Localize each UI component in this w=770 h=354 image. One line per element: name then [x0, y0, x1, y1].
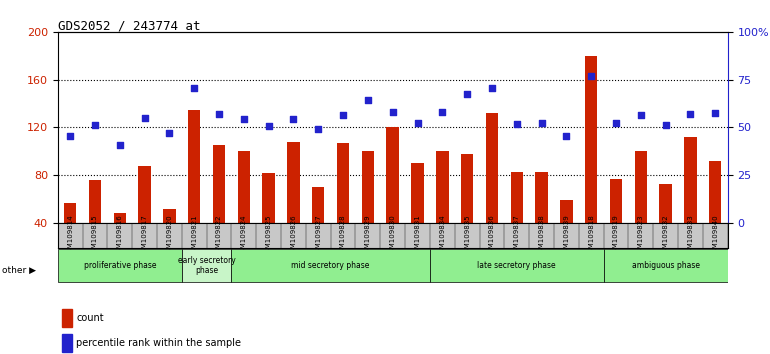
Bar: [709, 161, 721, 223]
Text: mid secretory phase: mid secretory phase: [292, 261, 370, 270]
Text: GSM109830: GSM109830: [390, 214, 396, 257]
Point: [163, 131, 176, 136]
Bar: [58, 249, 182, 282]
Text: other ▶: other ▶: [2, 266, 36, 275]
Text: count: count: [76, 313, 104, 323]
Bar: [163, 209, 176, 223]
Point: [486, 85, 498, 91]
Text: GSM109816: GSM109816: [117, 214, 122, 257]
Text: GSM109834: GSM109834: [440, 214, 445, 257]
Point: [312, 126, 324, 131]
Text: GSM109836: GSM109836: [489, 214, 495, 257]
Point: [461, 91, 474, 97]
Text: ambiguous phase: ambiguous phase: [631, 261, 700, 270]
Point: [263, 124, 275, 129]
Bar: [461, 154, 474, 223]
Bar: [436, 152, 448, 223]
Bar: [114, 213, 126, 223]
Text: GSM109827: GSM109827: [315, 214, 321, 257]
Point: [238, 116, 250, 122]
Text: early secretory
phase: early secretory phase: [178, 256, 236, 275]
Bar: [64, 203, 76, 223]
Point: [561, 133, 573, 139]
Point: [362, 97, 374, 103]
Bar: [604, 249, 728, 282]
Bar: [62, 334, 72, 352]
Text: GSM109821: GSM109821: [191, 214, 197, 257]
Text: GSM109814: GSM109814: [67, 214, 73, 257]
Bar: [560, 200, 573, 223]
Point: [411, 120, 424, 126]
Bar: [430, 249, 604, 282]
Point: [89, 122, 101, 128]
Bar: [511, 172, 523, 223]
Bar: [139, 166, 151, 223]
Text: GSM109838: GSM109838: [538, 214, 544, 257]
Bar: [362, 152, 374, 223]
Point: [139, 115, 151, 121]
Bar: [287, 142, 300, 223]
Bar: [585, 56, 598, 223]
Point: [188, 85, 200, 91]
Bar: [263, 173, 275, 223]
Bar: [62, 309, 72, 327]
Point: [535, 120, 547, 126]
Text: GSM109823: GSM109823: [638, 214, 644, 257]
Bar: [337, 143, 350, 223]
Point: [287, 116, 300, 122]
Text: proliferative phase: proliferative phase: [83, 261, 156, 270]
Text: GSM109822: GSM109822: [216, 214, 222, 257]
Bar: [213, 145, 226, 223]
Point: [634, 113, 647, 118]
Bar: [387, 127, 399, 223]
Text: GSM109839: GSM109839: [564, 214, 569, 257]
Text: GSM109819: GSM109819: [613, 214, 619, 257]
Bar: [535, 172, 547, 223]
Point: [114, 143, 126, 148]
Text: GSM109815: GSM109815: [92, 214, 98, 257]
Bar: [411, 163, 424, 223]
Text: GSM109835: GSM109835: [464, 214, 470, 257]
Point: [213, 112, 225, 117]
Text: GSM109818: GSM109818: [588, 214, 594, 257]
Text: GSM109832: GSM109832: [663, 214, 668, 257]
Text: GSM109820: GSM109820: [166, 214, 172, 257]
Text: GSM109826: GSM109826: [290, 214, 296, 257]
Bar: [610, 179, 622, 223]
Point: [64, 133, 76, 139]
Text: GSM109840: GSM109840: [712, 214, 718, 257]
Text: GSM109825: GSM109825: [266, 214, 272, 257]
Bar: [89, 180, 101, 223]
Text: GSM109824: GSM109824: [241, 214, 247, 257]
Point: [610, 120, 622, 126]
Point: [685, 112, 697, 117]
Text: GSM109831: GSM109831: [414, 214, 420, 257]
Text: GSM109829: GSM109829: [365, 214, 371, 257]
Bar: [238, 152, 250, 223]
Point: [511, 121, 523, 127]
Bar: [232, 249, 430, 282]
Bar: [312, 187, 324, 223]
Point: [387, 109, 399, 115]
Text: GSM109828: GSM109828: [340, 214, 346, 257]
Text: GSM109817: GSM109817: [142, 214, 148, 257]
Bar: [182, 249, 232, 282]
Point: [709, 110, 721, 116]
Point: [436, 109, 448, 115]
Bar: [659, 184, 671, 223]
Text: late secretory phase: late secretory phase: [477, 261, 556, 270]
Bar: [486, 113, 498, 223]
Text: GDS2052 / 243774_at: GDS2052 / 243774_at: [58, 19, 200, 33]
Bar: [634, 152, 647, 223]
Bar: [685, 137, 697, 223]
Point: [659, 122, 671, 128]
Text: GSM109833: GSM109833: [688, 214, 694, 257]
Point: [585, 73, 598, 79]
Text: GSM109837: GSM109837: [514, 214, 520, 257]
Bar: [188, 109, 200, 223]
Text: percentile rank within the sample: percentile rank within the sample: [76, 338, 241, 348]
Point: [337, 113, 350, 118]
